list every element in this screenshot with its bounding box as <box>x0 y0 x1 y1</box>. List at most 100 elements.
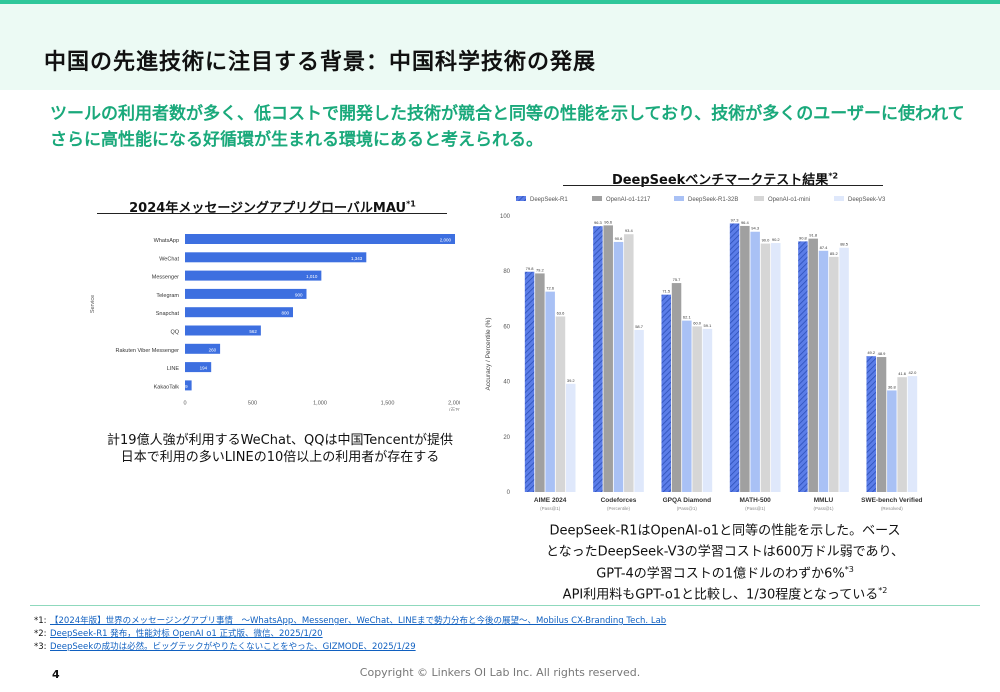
bench-y-axis-label: Accuracy / Percentile (%) <box>485 318 492 391</box>
mau-value-label: 900 <box>295 292 303 297</box>
legend-swatch <box>834 196 844 201</box>
mau-category-label: Snapchat <box>156 311 180 317</box>
mau-category-label: WeChat <box>159 256 179 262</box>
bench-bar <box>545 291 555 492</box>
mau-bar <box>185 325 261 336</box>
lead-text: ツールの利用者数が多く、低コストで開発した技術が競合と同等の性能を示しており、技… <box>50 104 965 150</box>
mau-value-label: 194 <box>200 366 208 371</box>
bench-value-label: 94.3 <box>751 226 760 231</box>
bench-value-label: 79.8 <box>526 266 535 271</box>
bench-bar <box>682 320 692 492</box>
mau-category-label: QQ <box>170 330 179 336</box>
mau-x-tick: 1,500 <box>381 401 395 407</box>
bench-bar <box>818 250 829 492</box>
right-section-title: DeepSeekベンチマークテスト結果*2 <box>611 171 839 188</box>
bench-bar <box>661 294 671 492</box>
right-title-rule <box>563 185 883 186</box>
mau-value-label: 260 <box>209 347 217 352</box>
mau-category-label: KakaoTalk <box>154 384 180 390</box>
mau-x-tick: 1,000 <box>313 401 327 407</box>
right-caption-line-4: API利用料もGPT-o1と比較し、1/30程度となっている*2 <box>562 585 888 603</box>
bench-bar <box>555 316 566 492</box>
mau-value-label: 562 <box>249 329 257 334</box>
footnote-link-3[interactable]: DeepSeekの成功は必然。ビッグテックがやりたくないことをやった、GIZMO… <box>50 642 416 652</box>
bench-value-label: 96.6 <box>604 219 613 224</box>
mau-x-tick: 0 <box>183 401 186 407</box>
bench-bar <box>897 377 907 492</box>
benchmark-chart: DeepSeek-R1 OpenAI-o1-1217 DeepSeek-R1-32B… <box>485 196 923 511</box>
bench-bar <box>692 326 702 492</box>
bench-value-label: 85.2 <box>830 251 839 256</box>
mau-bar <box>185 307 293 318</box>
bench-category-label: SWE-bench Verified <box>861 497 922 504</box>
right-caption: DeepSeek-R1はOpenAI-o1と同等の性能を示した。ベース となった… <box>520 518 930 603</box>
bench-value-label: 71.5 <box>662 289 671 294</box>
bench-bar <box>798 241 808 492</box>
bench-bar <box>771 243 781 492</box>
legend-swatch <box>592 196 602 201</box>
bench-value-label: 62.1 <box>683 315 692 320</box>
bench-value-label: 90.8 <box>799 235 808 240</box>
bench-value-label: 49.2 <box>867 350 876 355</box>
footnote-link-1[interactable]: 【2024年版】世界のメッセージングアプリ事情 ～WhatsApp、Messen… <box>50 616 667 626</box>
mau-bar <box>185 234 455 244</box>
mau-bar <box>185 288 307 299</box>
footnote-divider <box>30 605 980 606</box>
bench-category-label: Codeforces <box>601 497 637 504</box>
bench-bar <box>839 247 849 492</box>
bench-bar <box>907 376 918 492</box>
mau-category-label: Rakuten Viber Messenger <box>116 348 180 354</box>
bench-category-label: MMLU <box>814 497 834 504</box>
bench-bar <box>593 226 603 492</box>
bench-bar <box>729 223 740 492</box>
mau-category-label: Telegram <box>156 293 179 299</box>
legend-label: DeepSeek-R1 <box>530 197 568 203</box>
bench-bar <box>750 231 760 492</box>
legend-label: DeepSeek-V3 <box>848 197 886 203</box>
bench-y-tick: 80 <box>503 269 510 275</box>
legend-swatch <box>516 196 526 201</box>
page-title: 中国の先進技術に注目する背景：中国科学技術の発展 <box>44 50 597 75</box>
right-caption-line-2: となったDeepSeek-V3の学習コストは600万ドル弱であり、 <box>546 544 904 560</box>
mau-category-label: Messenger <box>152 275 179 281</box>
bench-category-sublabel: (Percentile) <box>607 506 631 511</box>
bench-bar <box>624 234 634 492</box>
bench-category-sublabel: (Pass@1) <box>677 506 698 511</box>
left-section-title: 2024年メッセージングアプリグローバルMAU*1 <box>129 199 416 216</box>
bench-value-label: 96.4 <box>741 220 750 225</box>
bench-value-label: 58.7 <box>635 324 644 329</box>
bench-bar <box>876 357 887 492</box>
bench-y-tick: 40 <box>503 380 510 386</box>
footnote-1: *1: 【2024年版】世界のメッセージングアプリ事情 ～WhatsApp、Mes… <box>34 616 667 626</box>
legend-label: DeepSeek-R1-32B <box>688 197 738 203</box>
left-title-rule <box>97 213 447 214</box>
bench-category-label: AIME 2024 <box>534 497 567 504</box>
bench-bar <box>887 390 897 492</box>
footnote-3: *3: DeepSeekの成功は必然。ビッグテックがやりたくないことをやった、GI… <box>34 642 416 652</box>
mau-value-label: 49 <box>183 384 189 389</box>
legend-swatch <box>754 196 764 201</box>
mau-bar <box>185 380 192 391</box>
title-band <box>0 4 1000 90</box>
bench-bar <box>524 271 535 492</box>
mau-x-tick: 2,000 <box>448 401 460 407</box>
page-number: 4 <box>52 668 60 681</box>
bench-bar <box>613 241 624 492</box>
mau-category-label: WhatsApp <box>154 238 179 244</box>
bench-bar <box>634 329 644 492</box>
footnote-link-2[interactable]: DeepSeek-R1 発布，性能対标 OpenAI o1 正式版、微信、202… <box>50 629 323 639</box>
mau-bar <box>185 252 367 263</box>
bench-value-label: 42.0 <box>909 370 918 375</box>
bench-value-label: 97.3 <box>731 217 740 222</box>
bench-value-label: 90.6 <box>615 236 624 241</box>
bench-value-label: 63.6 <box>557 310 566 315</box>
top-accent-bar <box>0 0 1000 4</box>
legend-label: OpenAI-o1-1217 <box>606 197 651 203</box>
bench-y-tick: 100 <box>500 214 511 220</box>
bench-category-label: MATH-500 <box>740 497 772 504</box>
bench-value-label: 60.0 <box>693 320 702 325</box>
bench-bar <box>603 225 613 492</box>
bench-value-label: 87.4 <box>820 245 829 250</box>
bench-value-label: 90.2 <box>772 237 781 242</box>
mau-value-label: 2,000 <box>440 238 452 243</box>
